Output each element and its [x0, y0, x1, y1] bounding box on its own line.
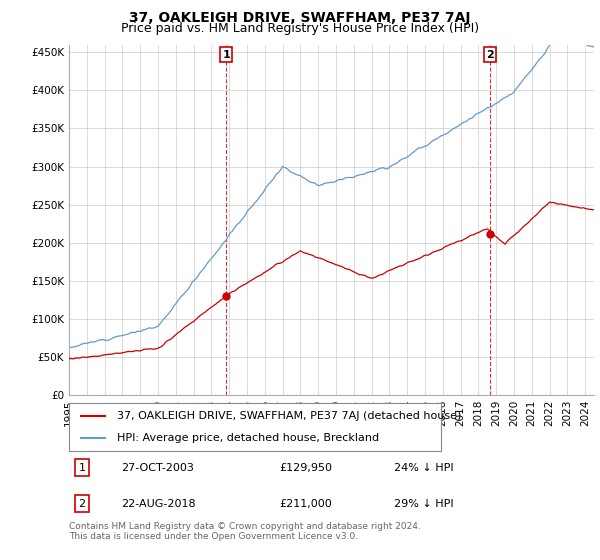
Text: Price paid vs. HM Land Registry's House Price Index (HPI): Price paid vs. HM Land Registry's House …	[121, 22, 479, 35]
Text: HPI: Average price, detached house, Breckland: HPI: Average price, detached house, Brec…	[118, 433, 379, 443]
Text: 1: 1	[222, 50, 230, 60]
Text: 2: 2	[79, 499, 86, 509]
Text: 37, OAKLEIGH DRIVE, SWAFFHAM, PE37 7AJ: 37, OAKLEIGH DRIVE, SWAFFHAM, PE37 7AJ	[129, 11, 471, 25]
Text: 1: 1	[79, 463, 86, 473]
Text: Contains HM Land Registry data © Crown copyright and database right 2024.
This d: Contains HM Land Registry data © Crown c…	[69, 522, 421, 542]
Text: 27-OCT-2003: 27-OCT-2003	[121, 463, 194, 473]
Text: 2: 2	[486, 50, 494, 60]
FancyBboxPatch shape	[69, 403, 441, 451]
Text: 24% ↓ HPI: 24% ↓ HPI	[395, 463, 454, 473]
Text: 22-AUG-2018: 22-AUG-2018	[121, 499, 196, 509]
Text: £211,000: £211,000	[279, 499, 332, 509]
Text: £129,950: £129,950	[279, 463, 332, 473]
Text: 37, OAKLEIGH DRIVE, SWAFFHAM, PE37 7AJ (detached house): 37, OAKLEIGH DRIVE, SWAFFHAM, PE37 7AJ (…	[118, 411, 462, 421]
Text: 29% ↓ HPI: 29% ↓ HPI	[395, 499, 454, 509]
